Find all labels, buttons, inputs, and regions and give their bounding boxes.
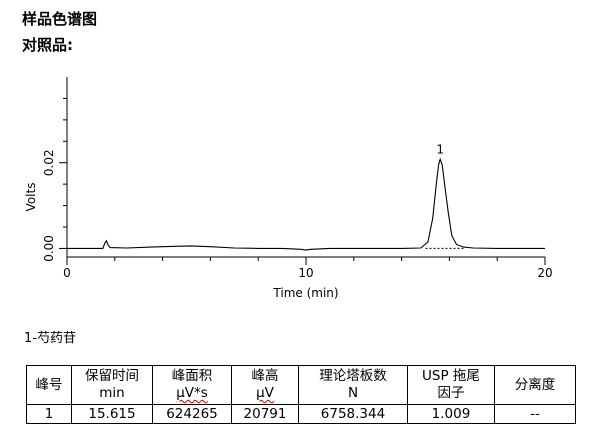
column-header: 峰面积 μV*s	[152, 365, 232, 405]
x-axis-label: Time (min)	[272, 286, 338, 300]
table-cell: 1.009	[407, 404, 495, 424]
chart-axes	[66, 77, 545, 258]
chart-ticks: 0 10 20 0.00 0.02	[42, 97, 553, 280]
table-header-row: 峰号 保留时间 min 峰面积 μV*s 峰高 μV 理论塔板数 N USP 拖尾 因子 分离度	[26, 365, 576, 405]
column-header-line: μV	[256, 385, 274, 401]
column-header-line: 分离度	[514, 376, 556, 393]
column-header-line: 峰高	[251, 368, 279, 384]
column-header-line: μV*s	[176, 385, 208, 401]
table-cell: 6758.344	[298, 404, 408, 424]
column-header-line: USP 拖尾	[422, 368, 480, 384]
y-tick-label: 0.02	[42, 149, 56, 176]
y-axis-label: Volts	[24, 183, 38, 212]
column-header: 峰号	[26, 365, 72, 405]
reference-label: 对照品:	[22, 36, 73, 54]
y-tick-label: 0.00	[42, 235, 56, 262]
x-tick-label: 10	[298, 266, 313, 280]
column-header-line: 峰面积	[171, 368, 213, 384]
column-header-line: 保留时间	[85, 368, 139, 384]
chromatogram-trace	[67, 157, 545, 251]
column-header: 峰高 μV	[231, 365, 299, 405]
column-header: 理论塔板数 N	[298, 365, 408, 405]
column-header-line: min	[99, 385, 125, 401]
column-header-line: N	[347, 385, 359, 401]
table-row: 1 15.615 624265 20791 6758.344 1.009 --	[26, 404, 576, 424]
peak-label: 1	[436, 142, 444, 156]
chromatogram-chart: 0 10 20 0.00 0.02 1 Time (min) Volts	[24, 77, 553, 300]
x-tick-label: 0	[63, 266, 71, 280]
table-cell: 20791	[231, 404, 299, 424]
table-cell: 15.615	[71, 404, 153, 424]
page-title: 样品色谱图	[22, 10, 98, 28]
column-header-line: 峰号	[35, 376, 63, 393]
column-header-line: 理论塔板数	[319, 368, 387, 384]
compound-label: 1-芍药苷	[24, 331, 76, 346]
table-cell: 624265	[152, 404, 232, 424]
table-cell: --	[494, 404, 576, 424]
column-header: 保留时间 min	[71, 365, 153, 405]
column-header: 分离度	[494, 365, 576, 405]
table-cell: 1	[26, 404, 72, 424]
table-body: 1 15.615 624265 20791 6758.344 1.009 --	[26, 404, 576, 424]
column-header: USP 拖尾 因子	[407, 365, 495, 405]
column-header-line: 因子	[437, 385, 465, 401]
x-tick-label: 20	[537, 266, 552, 280]
